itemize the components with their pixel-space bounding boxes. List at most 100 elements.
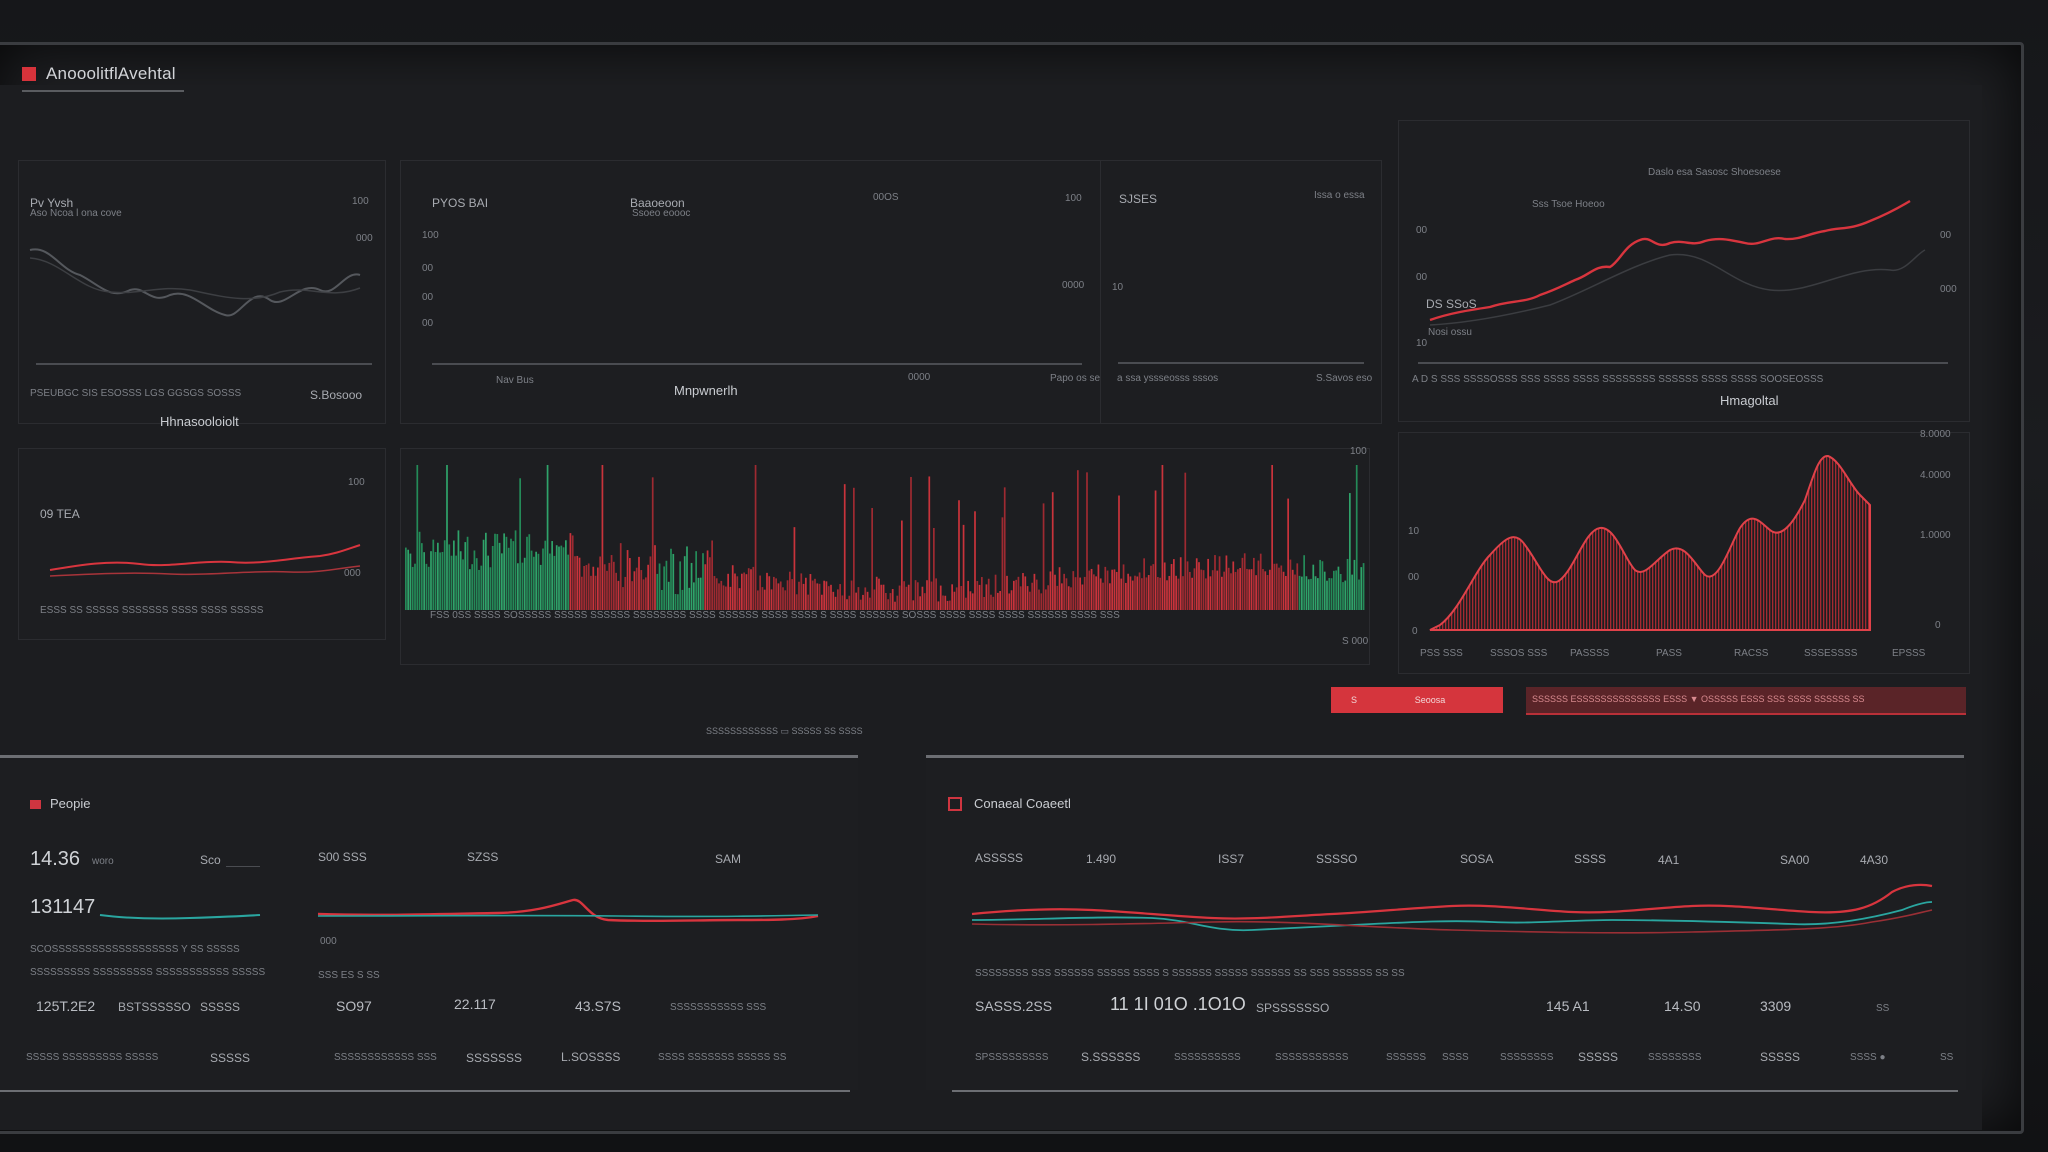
conn-header-7: SA00 <box>1780 853 1810 867</box>
volume-bar <box>855 592 857 610</box>
volume-bar <box>1013 580 1015 610</box>
volume-bar <box>473 550 476 610</box>
volume-bar <box>1102 582 1104 610</box>
volume-bar <box>750 569 752 610</box>
volume-bar <box>1022 573 1024 610</box>
volume-bar <box>807 594 809 610</box>
p4-rlab-0: 00 <box>1940 230 1952 241</box>
p2-ylab-3: 00 <box>422 318 434 329</box>
volume-bar <box>994 574 997 610</box>
volume-bar <box>1232 561 1235 610</box>
volume-bar <box>1042 503 1045 610</box>
p7-rlab-0: 8.0000 <box>1920 429 1951 440</box>
volume-bar <box>686 546 688 610</box>
volume-bar <box>619 543 622 610</box>
volume-bar <box>526 536 528 610</box>
p2-footer2: 0000 <box>908 372 931 383</box>
status-strip[interactable]: SSSSSS ESSSSSSSSSSSSSS ESSS ▼ OSSSSS ESS… <box>1526 687 1966 715</box>
p7-ylab-2: 0 <box>1412 626 1418 637</box>
volume-bar <box>407 549 409 610</box>
volume-bar <box>976 581 979 610</box>
volume-bar <box>802 583 805 610</box>
volume-bar <box>983 596 985 610</box>
volume-bar <box>672 553 675 610</box>
volume-bar <box>1353 559 1356 610</box>
volume-bar <box>610 555 613 610</box>
volume-bar <box>1111 569 1113 610</box>
volume-bar <box>1065 578 1068 610</box>
people-value-2: 131147 <box>30 896 96 918</box>
volume-bar <box>434 551 437 610</box>
volume-bar <box>1038 589 1040 610</box>
volume-bar <box>1127 573 1129 610</box>
volume-bar <box>537 553 540 610</box>
panel-summary[interactable] <box>1100 160 1382 424</box>
volume-bar <box>759 575 761 610</box>
volume-bar <box>1109 583 1111 610</box>
status-red-button[interactable]: S Seoosa <box>1331 687 1503 713</box>
volume-bar <box>1035 579 1038 610</box>
people-row2-3: SSSSSSS <box>466 1051 523 1065</box>
volume-bar <box>1346 558 1349 610</box>
p1-footer-right: S.Bosooo <box>310 388 363 402</box>
volume-bar <box>811 580 814 610</box>
p4-label1: Sss Tsoe Hoeoo <box>1532 199 1605 210</box>
p2-tick1: 00OS <box>873 192 899 203</box>
app-header[interactable]: AnooolitflAvehtal <box>22 58 184 92</box>
volume-bar <box>743 572 745 610</box>
volume-bar <box>453 540 455 610</box>
panel-growth[interactable] <box>1398 120 1970 422</box>
volume-bar <box>622 587 624 610</box>
volume-bar <box>971 593 974 610</box>
volume-bar <box>1136 576 1139 610</box>
panel-small-lines[interactable] <box>18 448 386 640</box>
volume-bar <box>793 527 796 610</box>
volume-bar <box>706 550 709 610</box>
volume-bar <box>649 556 652 610</box>
volume-bar <box>894 601 896 610</box>
volume-bar <box>798 581 800 610</box>
panel-baseline[interactable] <box>400 160 1102 424</box>
volume-bar <box>1072 571 1075 610</box>
volume-bar <box>1266 575 1269 610</box>
volume-bar <box>841 595 844 610</box>
volume-bar <box>1221 576 1223 610</box>
volume-bar <box>898 585 901 610</box>
volume-bar <box>654 545 656 610</box>
conn-row2-1: S.SSSSSS <box>1081 1050 1141 1064</box>
volume-bar <box>951 584 953 610</box>
volume-bar <box>411 566 414 610</box>
volume-bar <box>432 539 435 610</box>
p1-title: Pv Yvsh <box>30 196 74 210</box>
volume-bar <box>1154 490 1157 610</box>
conn-header-6: 4A1 <box>1658 853 1680 867</box>
people-panel[interactable] <box>0 760 858 1090</box>
volume-bar <box>775 578 777 610</box>
volume-bar <box>805 577 807 610</box>
volume-bar <box>1214 555 1216 610</box>
volume-bar <box>690 562 693 610</box>
volume-bar <box>697 577 700 610</box>
volume-bar <box>1008 593 1011 610</box>
volume-bar <box>667 581 670 610</box>
volume-bar <box>997 592 999 610</box>
volume-bar <box>421 543 423 610</box>
p1-footer: PSEUBGC SIS ESOSSS LGS GGSGS SOSSS <box>30 388 242 399</box>
volume-bar <box>832 591 835 610</box>
volume-bar <box>683 556 686 610</box>
volume-bar <box>567 554 569 610</box>
volume-bar <box>1070 587 1072 610</box>
p3-ylab: 10 <box>1112 282 1124 293</box>
volume-bar <box>1056 585 1059 610</box>
volume-bar <box>816 583 819 610</box>
volume-bar <box>768 576 771 610</box>
conn-row2-8: SSSSSSSS <box>1648 1052 1702 1063</box>
volume-bar <box>761 587 764 610</box>
volume-bar <box>1269 569 1271 610</box>
volume-bar <box>1342 582 1344 610</box>
volume-bar <box>1326 580 1328 610</box>
volume-bar <box>430 551 432 610</box>
volume-bar <box>1031 582 1033 610</box>
p2-title-left: PYOS BAI <box>432 196 489 210</box>
conn-title: Conaeal Coaeetl <box>974 796 1071 811</box>
